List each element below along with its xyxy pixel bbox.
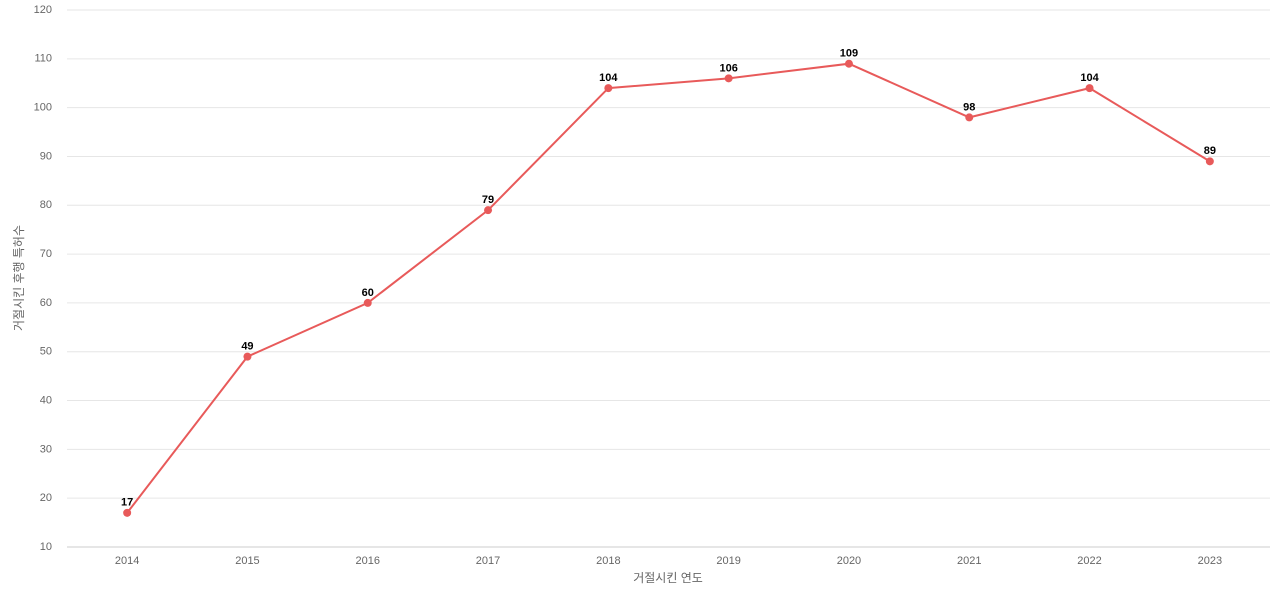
data-point	[724, 74, 733, 83]
y-tick-label: 40	[40, 394, 52, 406]
x-tick-label: 2017	[476, 555, 500, 567]
x-tick-label: 2023	[1198, 555, 1222, 567]
data-label: 109	[840, 48, 858, 60]
y-tick-label: 10	[40, 541, 52, 553]
y-tick-label: 80	[40, 199, 52, 211]
y-tick-label: 20	[40, 492, 52, 504]
data-point	[123, 508, 132, 517]
data-label: 104	[599, 72, 618, 84]
data-point	[965, 113, 974, 122]
y-axis-title: 거절시킨 후행 특허수	[11, 225, 26, 331]
data-label: 104	[1080, 72, 1099, 84]
x-tick-label: 2015	[235, 555, 259, 567]
series-line	[126, 62, 1211, 514]
x-tick-label: 2018	[596, 555, 620, 567]
data-point	[1085, 84, 1094, 93]
data-point	[484, 206, 493, 215]
data-label: 98	[963, 101, 975, 113]
data-point	[844, 59, 853, 68]
data-label: 79	[482, 194, 494, 206]
data-point	[243, 352, 252, 361]
y-tick-label: 50	[40, 346, 52, 358]
data-point	[604, 84, 613, 93]
x-tick-label: 2016	[356, 555, 380, 567]
data-label: 17	[121, 497, 133, 509]
data-label: 49	[241, 341, 253, 353]
data-label: 89	[1204, 145, 1216, 157]
x-tick-label: 2019	[716, 555, 740, 567]
y-tick-label: 70	[40, 248, 52, 260]
data-point	[1205, 157, 1214, 166]
x-tick-label: 2020	[837, 555, 861, 567]
x-tick-label: 2014	[115, 555, 139, 567]
y-tick-label: 60	[40, 297, 52, 309]
data-point	[363, 298, 372, 307]
x-tick-label: 2022	[1077, 555, 1101, 567]
y-tick-label: 90	[40, 150, 52, 162]
x-axis-title: 거절시킨 연도	[633, 571, 703, 585]
data-label: 106	[719, 62, 737, 74]
y-tick-label: 100	[34, 102, 52, 114]
x-tick-label: 2021	[957, 555, 981, 567]
y-tick-label: 30	[40, 443, 52, 455]
data-label: 60	[362, 287, 374, 299]
y-tick-label: 110	[34, 53, 52, 65]
y-tick-label: 120	[34, 4, 52, 16]
